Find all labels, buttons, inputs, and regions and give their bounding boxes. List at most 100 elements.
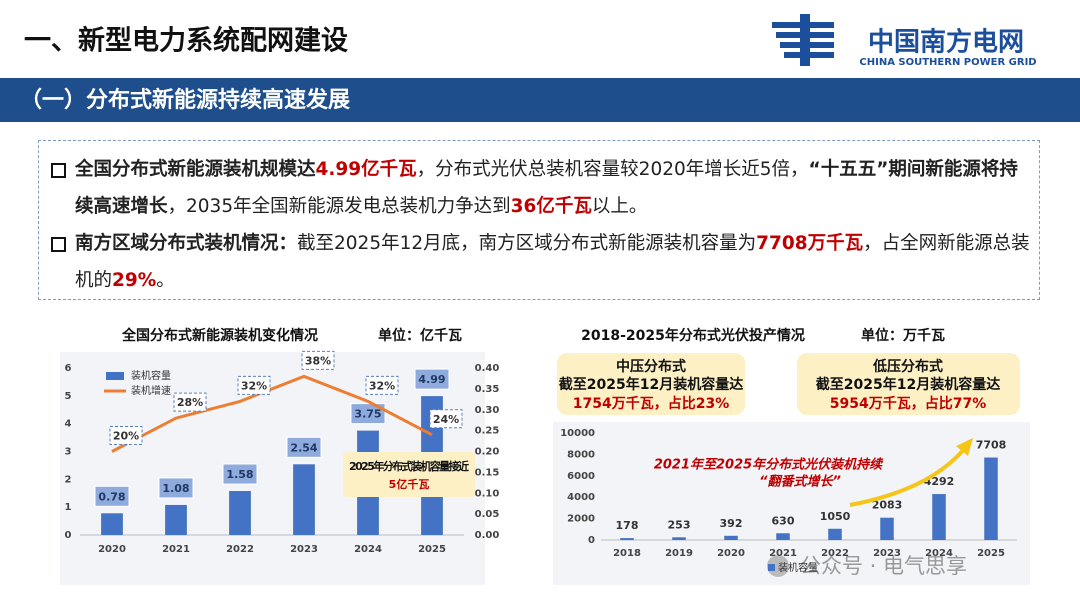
value-label: 178 <box>616 519 639 532</box>
callout-figure: 1754万千瓦，占比23% <box>573 395 729 412</box>
watermark-icon <box>767 555 789 577</box>
legend-label: 装机增速 <box>131 384 171 397</box>
value-label: 4.99 <box>418 373 445 386</box>
y-tick-label: 6 <box>65 363 72 374</box>
bar <box>724 535 738 540</box>
y-tick-label: 8000 <box>567 449 595 460</box>
line <box>111 374 433 453</box>
bullet-text: 截至2025年12月底，南方区域分布式新能源装机容量为 <box>297 233 757 254</box>
logo-english: CHINA SOUTHERN POWER GRID <box>859 57 1036 68</box>
y-tick-label: 2 <box>65 474 72 485</box>
value-label: 392 <box>720 517 743 530</box>
annotation-arrowhead <box>956 438 973 456</box>
value-label: 253 <box>668 518 691 531</box>
bar <box>672 537 686 540</box>
chart-panel <box>553 422 1030 585</box>
legend-label: 装机容量 <box>131 369 171 382</box>
annotation-highlight: 5亿千瓦 <box>389 477 430 491</box>
value-label: 1.58 <box>226 468 253 481</box>
legend-label: 装机容量 <box>778 561 818 574</box>
bar <box>165 504 187 535</box>
y2-tick-label: 0.35 <box>475 384 500 395</box>
section-bar <box>0 78 1080 122</box>
label-box <box>350 403 386 425</box>
section-title: （一）分布式新能源持续高速发展 <box>20 87 350 113</box>
bullet-text: ，2035年全国新能源发电总装机力争达到 <box>167 196 511 217</box>
annotation-box <box>343 452 475 497</box>
x-tick-label: 2024 <box>354 544 382 555</box>
bullet-text: 4.99亿千瓦 <box>315 159 417 180</box>
y2-tick-label: 0.25 <box>475 426 500 437</box>
bar <box>880 517 894 540</box>
annotation-arrow <box>849 446 967 507</box>
y2-tick-label: 0.10 <box>475 488 500 499</box>
value-label: 2083 <box>872 499 903 512</box>
x-tick-label: 2023 <box>290 544 318 555</box>
logo-mark <box>772 14 834 66</box>
callout-title: 中压分布式 <box>616 358 686 375</box>
x-tick-label: 2022 <box>226 544 254 555</box>
y-tick-label: 2000 <box>567 514 595 525</box>
bar <box>620 538 634 540</box>
legend-swatch <box>768 564 775 571</box>
label-box <box>286 436 322 458</box>
callout-figure: 5954万千瓦，占比77% <box>830 395 986 412</box>
bar <box>932 494 946 540</box>
slide-title: 一、新型电力系统配网建设 <box>24 25 348 57</box>
bar <box>776 533 790 540</box>
chart-title: 2018-2025年分布式光伏投产情况 <box>581 327 805 344</box>
bullet-text: ，占全网新能源总装机的 <box>75 233 1030 291</box>
y2-tick-label: 0.20 <box>475 447 500 458</box>
watermark: 公众号 · 电气思享 <box>800 554 967 578</box>
x-tick-label: 2023 <box>873 548 901 559</box>
y-tick-label: 0 <box>588 535 595 546</box>
annotation-highlight: “翻番式增长” <box>759 474 841 490</box>
bullet: 南方区域分布式装机情况：截至2025年12月底，南方区域分布式新能源装机容量为7… <box>51 225 1031 299</box>
x-tick-label: 2020 <box>717 548 745 559</box>
value-label: 32% <box>241 379 267 392</box>
value-label: 3.75 <box>354 408 381 421</box>
value-label: 38% <box>305 354 331 367</box>
chart-unit: 单位：万千瓦 <box>861 327 945 344</box>
y2-tick-label: 0.15 <box>475 467 500 478</box>
x-tick-label: 2021 <box>162 544 190 555</box>
label-box <box>173 392 207 412</box>
annotation: 2025年分布式装机容量接近 <box>349 459 469 473</box>
label-box <box>222 463 258 485</box>
x-tick-label: 2021 <box>769 548 797 559</box>
bar <box>828 528 842 540</box>
bullet: 全国分布式新能源装机规模达4.99亿千瓦，分布式光伏总装机容量较2020年增长近… <box>51 151 1031 225</box>
value-label: 630 <box>772 514 795 527</box>
y2-tick-label: 0.30 <box>475 405 500 416</box>
value-label: 24% <box>433 413 459 426</box>
bullet-text: 全国分布式新能源装机规模达 <box>75 159 316 180</box>
y2-tick-label: 0.00 <box>475 530 500 541</box>
value-label: 1.08 <box>162 482 189 495</box>
label-box <box>158 477 194 499</box>
bullet-marker <box>51 163 66 178</box>
y-tick-label: 3 <box>65 447 72 458</box>
bar <box>293 464 315 535</box>
y-tick-label: 4000 <box>567 492 595 503</box>
callout-title: 低压分布式 <box>872 358 943 375</box>
bullet-text: 29% <box>112 270 157 291</box>
y2-tick-label: 0.40 <box>475 363 500 374</box>
x-tick-label: 2020 <box>98 544 126 555</box>
y-tick-label: 6000 <box>567 471 595 482</box>
x-tick-label: 2019 <box>665 548 693 559</box>
bullet-text: 南方区域分布式装机情况： <box>75 233 298 254</box>
label-box <box>94 485 130 507</box>
label-box <box>365 375 399 395</box>
label-box <box>301 350 335 370</box>
y-tick-label: 5 <box>65 391 72 402</box>
value-label: 32% <box>369 379 395 392</box>
value-label: 2.54 <box>290 441 317 454</box>
bar <box>101 513 123 535</box>
chart-title: 全国分布式新能源装机变化情况 <box>121 327 318 344</box>
y-tick-label: 10000 <box>560 428 595 439</box>
bullet-marker <box>51 237 66 252</box>
x-tick-label: 2025 <box>977 548 1005 559</box>
bullet-box: 全国分布式新能源装机规模达4.99亿千瓦，分布式光伏总装机容量较2020年增长近… <box>38 140 1040 300</box>
